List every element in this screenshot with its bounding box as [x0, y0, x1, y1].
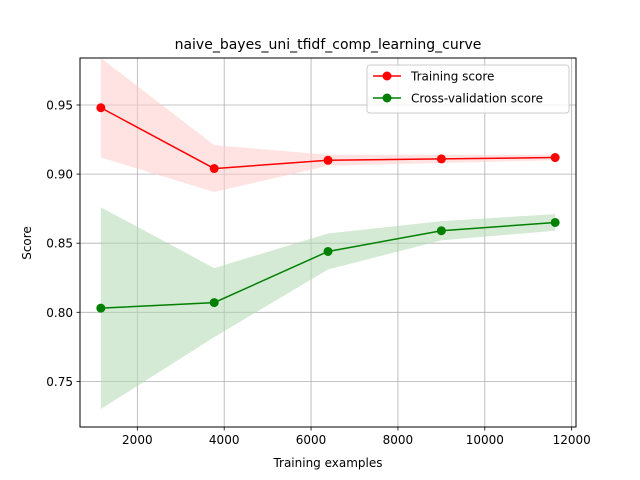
y-tick-label: 0.75 [46, 375, 73, 389]
x-tick-label: 8000 [383, 433, 414, 447]
y-tick-label: 0.95 [46, 98, 73, 112]
legend-label-cross-validation: Cross-validation score [411, 92, 543, 106]
legend-marker-cross-validation [382, 93, 392, 103]
legend: Training score Cross-validation score [366, 64, 570, 114]
training-score-point [550, 153, 560, 163]
y-tick-label: 0.90 [46, 168, 73, 182]
training-score-point [96, 103, 106, 113]
x-tick-label: 2000 [122, 433, 153, 447]
y-tick-label: 0.80 [46, 306, 73, 320]
legend-marker-training [382, 71, 392, 81]
training-score-point [209, 164, 219, 174]
cross-validation-score-point [209, 298, 219, 308]
x-tick-label: 12000 [553, 433, 591, 447]
chart-title: naive_bayes_uni_tfidf_comp_learning_curv… [175, 37, 482, 53]
legend-box [366, 64, 570, 114]
cross-validation-score-point [96, 303, 106, 313]
cross-validation-score-point [323, 246, 333, 256]
y-axis-ticks: 0.75 0.80 0.85 0.90 0.95 [46, 98, 80, 389]
cross-validation-score-point [550, 217, 560, 227]
x-tick-label: 4000 [209, 433, 240, 447]
x-tick-label: 6000 [296, 433, 327, 447]
y-axis-label: Score [20, 226, 34, 260]
x-tick-label: 10000 [466, 433, 504, 447]
cross-validation-score-point [436, 226, 446, 236]
training-score-point [323, 155, 333, 165]
training-score-point [436, 154, 446, 164]
plot-frame [79, 57, 577, 428]
legend-label-training: Training score [410, 70, 494, 84]
x-axis-label: Training examples [272, 456, 382, 470]
x-axis-ticks: 2000 4000 6000 8000 10000 12000 [122, 427, 591, 447]
y-tick-label: 0.85 [46, 237, 73, 251]
marker-layer [96, 103, 560, 313]
